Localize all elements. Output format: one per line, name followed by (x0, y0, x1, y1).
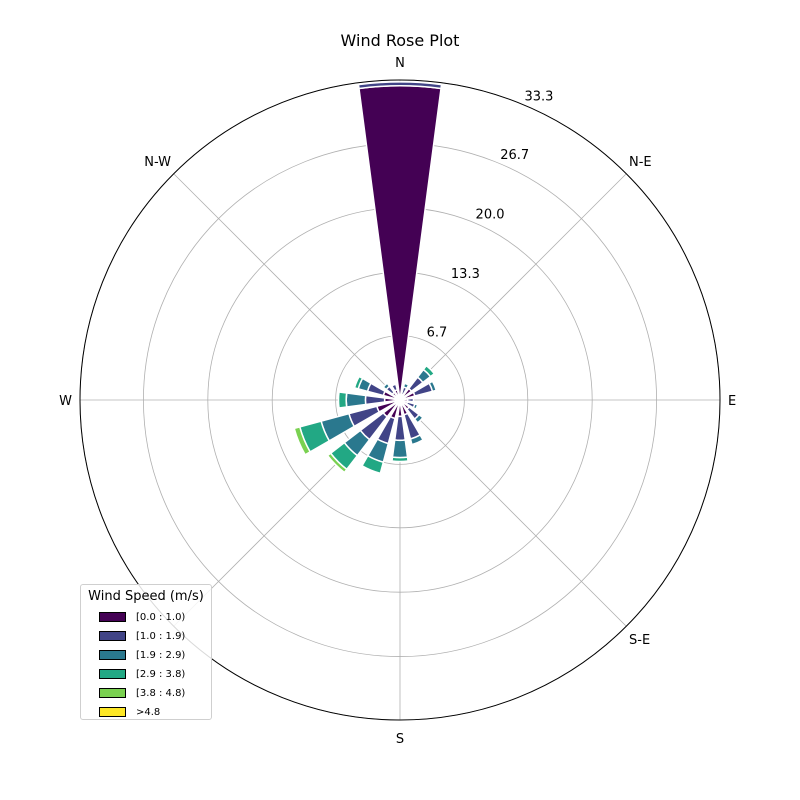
legend-swatch (99, 650, 126, 660)
wind-bar-segment (345, 392, 367, 408)
legend-label: [3.8 : 4.8) (136, 687, 186, 699)
wind-bar-segment (409, 433, 425, 446)
legend-item: [1.9 : 2.9) (99, 649, 185, 661)
ring-label: 26.7 (500, 148, 529, 163)
legend-label: [2.9 : 3.8) (136, 668, 186, 680)
legend-label: [1.0 : 1.9) (136, 630, 186, 642)
polar-frame (79, 79, 721, 721)
wind-bar-segment (412, 403, 419, 411)
wind-bar-segment (422, 364, 436, 378)
wind-bar-segment (361, 454, 385, 475)
legend-swatch (99, 612, 126, 622)
legend-item: >4.8 (99, 706, 160, 718)
legend-swatch (99, 688, 126, 698)
ring-labels: 6.7 13.3 20.0 26.7 33.3 (427, 89, 554, 340)
spoke-line (399, 399, 627, 627)
chart-title: Wind Rose Plot (341, 31, 460, 50)
ring-label: 6.7 (427, 326, 448, 341)
wind-bar-segment (337, 391, 348, 409)
wind-bar-segment (391, 439, 409, 459)
legend-label: [1.9 : 2.9) (136, 649, 186, 661)
wind-bar-segment (364, 394, 386, 406)
ring-label: 33.3 (524, 89, 553, 104)
wind-bar-segment (358, 85, 442, 401)
legend-swatch (99, 669, 126, 679)
wind-bar-segment (382, 382, 391, 391)
wind-bar-segment (353, 375, 364, 390)
polar-grid (79, 79, 721, 721)
legend-item: [2.9 : 3.8) (99, 668, 185, 680)
wind-bars (293, 81, 443, 475)
direction-label: W (59, 394, 72, 409)
legend: Wind Speed (m/s) [0.0 : 1.0) [1.0 : 1.9) [… (80, 584, 212, 720)
direction-label: N-E (629, 155, 652, 170)
wind-bar-segment (428, 380, 438, 393)
legend-title: Wind Speed (m/s) (88, 589, 204, 604)
legend-item: [0.0 : 1.0) (99, 611, 185, 623)
wind-bar-segment (391, 456, 409, 463)
direction-label: S (396, 732, 404, 747)
wind-bar-segment (293, 425, 312, 456)
wind-bar-segment (413, 413, 424, 424)
legend-item: [3.8 : 4.8) (99, 687, 185, 699)
direction-labels: N N-E E S-E S W N-W (59, 56, 736, 747)
legend-swatch (99, 707, 126, 717)
direction-label: S-E (629, 633, 650, 648)
ring-label: 20.0 (476, 207, 505, 222)
ring-label: 13.3 (451, 267, 480, 282)
legend-swatch (99, 631, 126, 641)
wind-bar-segment (357, 81, 443, 90)
wind-bar-segment (326, 452, 348, 474)
direction-label: N-W (144, 155, 171, 170)
spoke-line (173, 173, 401, 401)
wind-bar-segment (406, 397, 415, 403)
wind-bar-segment (393, 415, 407, 442)
legend-label: >4.8 (136, 706, 161, 718)
direction-label: E (728, 394, 736, 409)
wind-bar-segment (402, 382, 410, 390)
wind-bar-segment (390, 383, 399, 392)
spoke-line (399, 173, 627, 401)
direction-label: N (395, 56, 405, 71)
legend-label: [0.0 : 1.0) (136, 611, 186, 623)
legend-item: [1.0 : 1.9) (99, 630, 185, 642)
